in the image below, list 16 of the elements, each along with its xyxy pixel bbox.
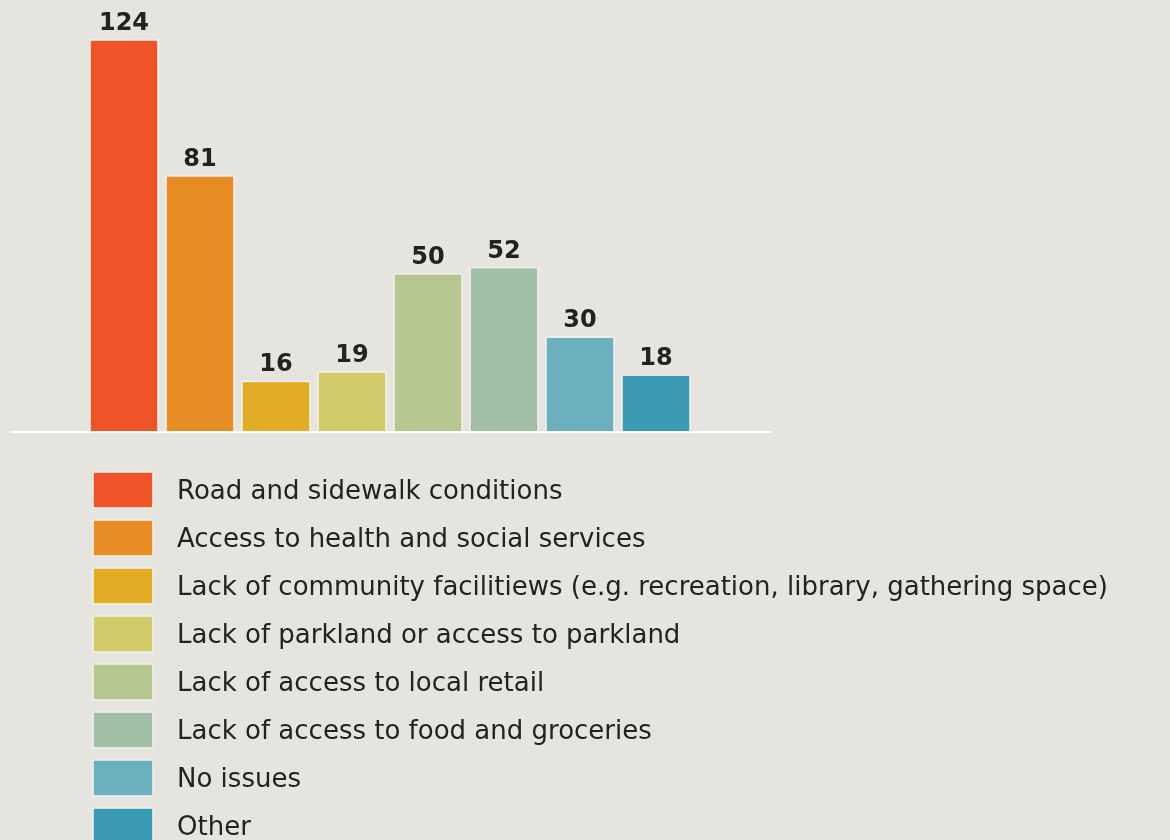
data-label: 16 bbox=[259, 349, 293, 378]
data-label: 50 bbox=[411, 241, 445, 270]
data-label: 18 bbox=[639, 343, 673, 372]
legend-label: Lack of access to food and groceries bbox=[177, 715, 652, 745]
legend-label: Lack of parkland or access to parkland bbox=[177, 619, 681, 649]
legend-label: Other bbox=[177, 811, 252, 840]
data-label: 52 bbox=[487, 235, 521, 264]
data-label: 19 bbox=[335, 339, 369, 368]
legend-label: Access to health and social services bbox=[177, 523, 646, 553]
legend-label: No issues bbox=[177, 763, 301, 793]
data-label: 30 bbox=[563, 305, 597, 334]
legend-label: Road and sidewalk conditions bbox=[177, 475, 563, 505]
data-label: 124 bbox=[98, 8, 150, 36]
legend-label: Lack of community facilitiews (e.g. recreation, library, gathering space) bbox=[177, 571, 1108, 601]
data-label: 81 bbox=[183, 143, 217, 172]
legend-label: Lack of access to local retail bbox=[177, 667, 545, 697]
